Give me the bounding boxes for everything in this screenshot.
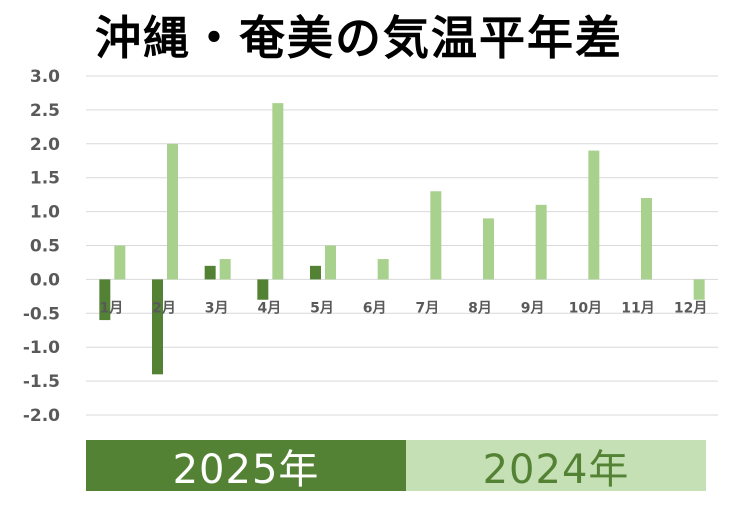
y-tick-label: -2.0 xyxy=(23,406,60,426)
legend-2024-label: 2024年 xyxy=(483,437,630,495)
y-tick-label: 1.5 xyxy=(30,169,60,189)
bar-2024 xyxy=(588,151,599,280)
bar-2024 xyxy=(694,279,705,299)
x-category-label: 8月 xyxy=(468,300,492,316)
bar-2024 xyxy=(167,144,178,280)
x-category-label: 4月 xyxy=(257,300,281,316)
y-tick-label: 0.0 xyxy=(30,270,60,290)
bar-2024 xyxy=(378,259,389,279)
x-category-label: 11月 xyxy=(621,300,654,316)
bar-2025 xyxy=(257,279,268,299)
legend-2025-label: 2025年 xyxy=(173,437,320,495)
x-category-label: 9月 xyxy=(521,300,545,316)
x-category-label: 6月 xyxy=(363,300,387,316)
bar-2024 xyxy=(641,198,652,279)
y-tick-label: 1.0 xyxy=(30,203,60,223)
bar-2024 xyxy=(272,103,283,279)
bar-2024 xyxy=(430,191,441,279)
x-category-label: 3月 xyxy=(205,300,229,316)
y-tick-label: -1.0 xyxy=(23,338,60,358)
x-category-label: 7月 xyxy=(415,300,439,316)
bar-2024 xyxy=(325,246,336,280)
y-axis-ticks: 3.0 2.5 2.0 1.5 1.0 0.5 0.0 -0.5 -1.0 -1.5 -2.0 xyxy=(23,67,60,426)
bar-2024 xyxy=(220,259,231,279)
bar-2024 xyxy=(114,246,125,280)
gridlines xyxy=(86,76,718,415)
x-category-label: 2月 xyxy=(152,300,176,316)
y-tick-label: 2.0 xyxy=(30,135,60,155)
bar-2025 xyxy=(310,266,321,280)
x-category-label: 10月 xyxy=(569,300,602,316)
legend-2025: 2025年 xyxy=(86,440,406,491)
x-category-label: 5月 xyxy=(310,300,334,316)
x-axis-categories: 1月 2月 3月 4月 5月 6月 7月 8月 9月 10月 11月 12月 xyxy=(99,300,707,316)
bar-2025 xyxy=(152,279,163,374)
bar-2024 xyxy=(483,218,494,279)
bar-2025 xyxy=(205,266,216,280)
y-tick-label: 3.0 xyxy=(30,67,60,87)
x-category-label: 12月 xyxy=(674,300,707,316)
y-tick-label: -1.5 xyxy=(23,372,60,392)
y-tick-label: 2.5 xyxy=(30,101,60,121)
x-category-label: 1月 xyxy=(99,300,123,316)
bar-2024 xyxy=(536,205,547,280)
y-tick-label: 0.5 xyxy=(30,237,60,257)
y-tick-label: -0.5 xyxy=(23,304,60,324)
legend-2024: 2024年 xyxy=(406,440,706,491)
